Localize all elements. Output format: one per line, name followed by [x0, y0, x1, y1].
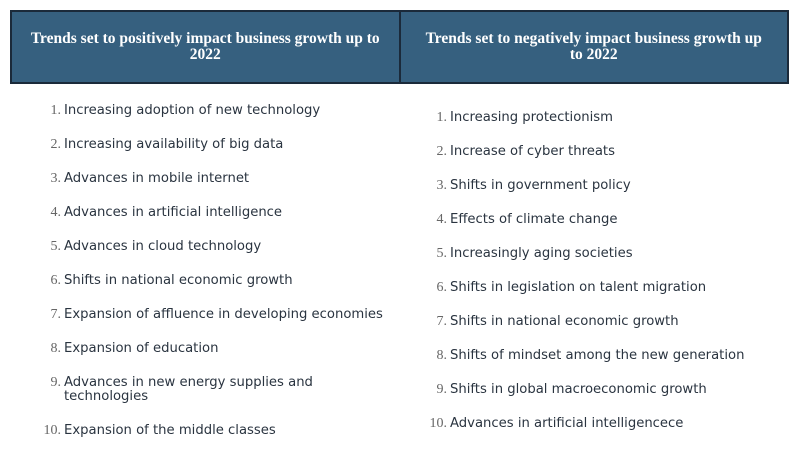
- item-number: 2.: [436, 144, 448, 159]
- list-item: 7. Shifts in national economic growth: [396, 314, 791, 348]
- positive-trends-heading: Trends set to positively impact business…: [30, 30, 380, 63]
- list-item: 4. Advances in artificial intelligence: [10, 205, 390, 239]
- item-text: Increasing protectionism: [450, 110, 614, 125]
- item-number: 3.: [50, 171, 62, 186]
- item-text: Advances in artificial intelligence: [64, 205, 283, 220]
- negative-trends-list: 1. Increasing protectionism 2. Increase …: [396, 110, 791, 450]
- item-text: Shifts in global macroeconomic growth: [450, 382, 707, 397]
- item-text: Shifts of mindset among the new generati…: [450, 348, 745, 363]
- list-item: 8. Expansion of education: [10, 341, 390, 375]
- item-number: 7.: [50, 307, 62, 322]
- item-number: 3.: [436, 178, 448, 193]
- item-text: Advances in mobile internet: [64, 171, 250, 186]
- item-number: 4.: [50, 205, 62, 220]
- item-number: 8.: [50, 341, 62, 356]
- item-text: Effects of climate change: [450, 212, 618, 227]
- item-number: 6.: [50, 273, 62, 288]
- item-text: Shifts in national economic growth: [450, 314, 679, 329]
- item-number: 1.: [50, 103, 62, 118]
- item-number: 9.: [436, 382, 448, 397]
- list-item: 1. Increasing protectionism: [396, 110, 791, 144]
- list-item: 10. Expansion of the middle classes: [10, 423, 390, 457]
- item-text: Shifts in legislation on talent migratio…: [450, 280, 707, 295]
- list-item: 4. Effects of climate change: [396, 212, 791, 246]
- list-item: 3. Shifts in government policy: [396, 178, 791, 212]
- item-text: Advances in artificial intelligencece: [450, 416, 684, 431]
- list-item: 6. Shifts in legislation on talent migra…: [396, 280, 791, 314]
- item-number: 7.: [436, 314, 448, 329]
- item-text: Expansion of the middle classes: [64, 423, 276, 438]
- item-number: 10.: [429, 416, 448, 431]
- item-number: 10.: [43, 423, 62, 438]
- item-text: Increasing adoption of new technology: [64, 103, 321, 118]
- item-number: 5.: [436, 246, 448, 261]
- item-text: Shifts in government policy: [450, 178, 631, 193]
- item-text: Increasing availability of big data: [64, 137, 284, 152]
- table-header: Trends set to positively impact business…: [10, 10, 789, 84]
- list-item: 9. Shifts in global macroeconomic growth: [396, 382, 791, 416]
- item-text: Advances in cloud technology: [64, 239, 262, 254]
- item-number: 2.: [50, 137, 62, 152]
- item-text: Shifts in national economic growth: [64, 273, 293, 288]
- item-text: Advances in new energy supplies and tech…: [64, 375, 313, 404]
- list-item: 8. Shifts of mindset among the new gener…: [396, 348, 791, 382]
- list-item: 10. Advances in artificial intelligencec…: [396, 416, 791, 450]
- item-number: 8.: [436, 348, 448, 363]
- item-text: Expansion of education: [64, 341, 219, 356]
- item-text: Increase of cyber threats: [450, 144, 615, 159]
- list-item: 9. Advances in new energy supplies and t…: [10, 375, 390, 423]
- item-number: 6.: [436, 280, 448, 295]
- item-number: 9.: [50, 375, 62, 390]
- item-number: 4.: [436, 212, 448, 227]
- item-number: 5.: [50, 239, 62, 254]
- negative-trends-heading: Trends set to negatively impact business…: [398, 12, 788, 82]
- list-item: 7. Expansion of affluence in developing …: [10, 307, 390, 341]
- list-item: 2. Increasing availability of big data: [10, 137, 390, 171]
- list-item: 5. Increasingly aging societies: [396, 246, 791, 280]
- list-item: 5. Advances in cloud technology: [10, 239, 390, 273]
- item-number: 1.: [436, 110, 448, 125]
- list-item: 6. Shifts in national economic growth: [10, 273, 390, 307]
- item-text: Increasingly aging societies: [450, 246, 633, 261]
- positive-trends-list: 1. Increasing adoption of new technology…: [10, 103, 390, 457]
- list-item: 1. Increasing adoption of new technology: [10, 103, 390, 137]
- list-item: 2. Increase of cyber threats: [396, 144, 791, 178]
- item-text: Expansion of affluence in developing eco…: [64, 307, 383, 322]
- list-item: 3. Advances in mobile internet: [10, 171, 390, 205]
